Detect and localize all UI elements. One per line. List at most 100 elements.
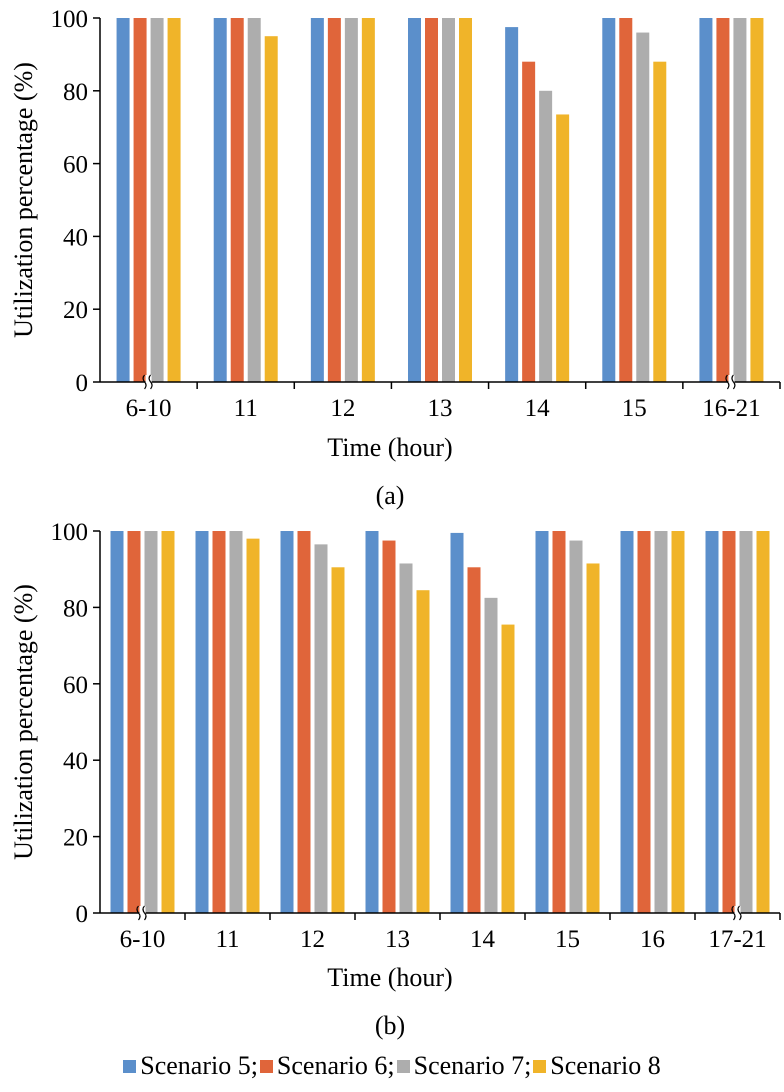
bar-b-17-21-s1 bbox=[722, 531, 736, 913]
panel-label: (a) bbox=[376, 481, 405, 510]
bar-b-11-s1 bbox=[212, 531, 226, 913]
bar-a-15-s2 bbox=[636, 32, 650, 383]
bar-b-12-s0 bbox=[280, 531, 294, 913]
y-axis-title: Utilization percentage (%) bbox=[9, 584, 38, 860]
bar-b-17-21-s0 bbox=[705, 531, 719, 913]
legend-swatch-scenario-8 bbox=[533, 1059, 547, 1073]
y-tick-label: 40 bbox=[63, 748, 88, 775]
panel-label: (b) bbox=[375, 1011, 405, 1040]
bar-b-17-21-s3 bbox=[756, 531, 770, 913]
x-tick-label: 14 bbox=[525, 395, 551, 422]
bar-a-12-s1 bbox=[327, 18, 341, 382]
bar-a-13-s0 bbox=[408, 18, 421, 382]
bar-b-11-s0 bbox=[195, 531, 209, 913]
bar-a-16-21-s1 bbox=[716, 18, 730, 382]
legend-item-scenario-5: Scenario 5; bbox=[123, 1051, 258, 1081]
axis-break-mark bbox=[142, 374, 147, 390]
axis-break-mark bbox=[725, 374, 730, 390]
bar-b-16-s1 bbox=[637, 531, 651, 913]
legend-swatch-scenario-7 bbox=[396, 1059, 410, 1073]
bar-b-16-s3 bbox=[671, 531, 685, 913]
bar-a-16-21-s3 bbox=[750, 18, 764, 382]
legend-item-scenario-6: Scenario 6; bbox=[259, 1051, 395, 1081]
axis-break-mark bbox=[737, 905, 742, 921]
x-tick-label: 17-21 bbox=[708, 926, 766, 953]
axis-break-gap bbox=[728, 375, 735, 389]
bar-b-11-s3 bbox=[246, 538, 260, 913]
bar-a-13-s1 bbox=[425, 18, 438, 382]
bar-a-15-s1 bbox=[619, 18, 633, 382]
bar-a-13-s2 bbox=[442, 18, 455, 382]
bar-b-13-s2 bbox=[399, 563, 413, 913]
y-tick-label: 100 bbox=[51, 519, 89, 546]
legend-label-scenario-7: Scenario 7; bbox=[413, 1051, 532, 1080]
bar-a-12-s0 bbox=[310, 18, 324, 382]
x-tick-label: 11 bbox=[234, 395, 258, 422]
bar-b-15-s3 bbox=[586, 563, 600, 913]
bar-a-16-21-s2 bbox=[733, 18, 747, 382]
axis-break-gap bbox=[734, 906, 741, 920]
x-tick-label: 6-10 bbox=[120, 926, 166, 953]
bar-b-14-s1 bbox=[467, 567, 481, 913]
x-tick-label: 11 bbox=[215, 926, 239, 953]
legend-label-scenario-5: Scenario 5; bbox=[140, 1051, 258, 1080]
x-tick-label: 13 bbox=[385, 926, 410, 953]
y-tick-label: 100 bbox=[51, 6, 89, 33]
bar-b-14-s3 bbox=[501, 624, 515, 913]
legend-item-scenario-8: Scenario 8 bbox=[533, 1051, 661, 1081]
axis-break-mark bbox=[731, 374, 736, 390]
x-tick-label: 6-10 bbox=[126, 395, 172, 422]
bar-b-6-10-s1 bbox=[127, 531, 141, 913]
axis-break-mark bbox=[136, 905, 141, 921]
x-axis-title: Time (hour) bbox=[327, 433, 452, 462]
axis-break-mark bbox=[731, 905, 736, 921]
bar-b-13-s3 bbox=[416, 590, 430, 913]
y-axis-title: Utilization percentage (%) bbox=[9, 62, 38, 338]
y-tick-label: 0 bbox=[76, 901, 89, 928]
bar-a-6-10-s1 bbox=[133, 18, 147, 382]
legend-item-scenario-7: Scenario 7; bbox=[396, 1051, 532, 1081]
y-tick-label: 60 bbox=[63, 672, 88, 699]
x-tick-label: 15 bbox=[622, 395, 647, 422]
axis-break-mark bbox=[142, 905, 147, 921]
axis-break-gap bbox=[139, 906, 146, 920]
x-tick-label: 15 bbox=[555, 926, 580, 953]
bar-b-14-s0 bbox=[450, 532, 464, 913]
bar-a-14-s2 bbox=[539, 90, 553, 383]
bar-a-12-s3 bbox=[361, 18, 375, 382]
x-tick-label: 14 bbox=[470, 926, 496, 953]
y-tick-label: 80 bbox=[63, 595, 88, 622]
bar-b-12-s3 bbox=[331, 567, 345, 913]
legend-label-scenario-6: Scenario 6; bbox=[276, 1051, 395, 1080]
y-tick-label: 80 bbox=[63, 79, 88, 106]
axis-break-mark bbox=[148, 374, 153, 390]
bar-b-13-s0 bbox=[365, 531, 379, 913]
bar-a-6-10-s3 bbox=[167, 18, 181, 382]
bar-a-14-s0 bbox=[505, 27, 519, 382]
bar-a-6-10-s0 bbox=[116, 18, 130, 382]
bar-a-12-s2 bbox=[344, 18, 358, 382]
bar-b-15-s1 bbox=[552, 531, 566, 913]
bar-a-11-s1 bbox=[230, 18, 244, 382]
bar-b-14-s2 bbox=[484, 597, 498, 913]
bar-a-6-10-s2 bbox=[150, 18, 164, 382]
bar-b-16-s0 bbox=[620, 531, 634, 913]
bar-b-13-s1 bbox=[382, 540, 396, 913]
bar-a-11-s2 bbox=[247, 18, 261, 382]
bar-a-11-s3 bbox=[264, 36, 278, 382]
legend-swatch-scenario-5 bbox=[123, 1059, 137, 1073]
bar-a-16-21-s0 bbox=[699, 18, 713, 382]
x-tick-label: 16-21 bbox=[702, 395, 760, 422]
chart-panel-b: 0 20 40 60 80 100 6-10 11 12 13 14 15 16 17-21 Time (h… bbox=[9, 519, 781, 1040]
x-tick-label: 12 bbox=[330, 395, 355, 422]
bar-b-17-21-s2 bbox=[739, 531, 753, 913]
axis-break-gap bbox=[145, 375, 152, 389]
x-tick-label: 13 bbox=[428, 395, 453, 422]
y-tick-label: 0 bbox=[76, 370, 89, 397]
chart-legend: Scenario 5; Scenario 6; Scenario 7; Scen… bbox=[0, 1048, 784, 1084]
bar-a-13-s3 bbox=[459, 18, 472, 382]
bar-b-15-s2 bbox=[569, 540, 583, 913]
legend-label-scenario-8: Scenario 8 bbox=[550, 1051, 661, 1080]
chart-panel-a: 0 20 40 60 80 100 6-10 11 12 13 14 15 16-21 Time (hou… bbox=[9, 6, 781, 510]
bar-a-14-s1 bbox=[522, 61, 536, 383]
